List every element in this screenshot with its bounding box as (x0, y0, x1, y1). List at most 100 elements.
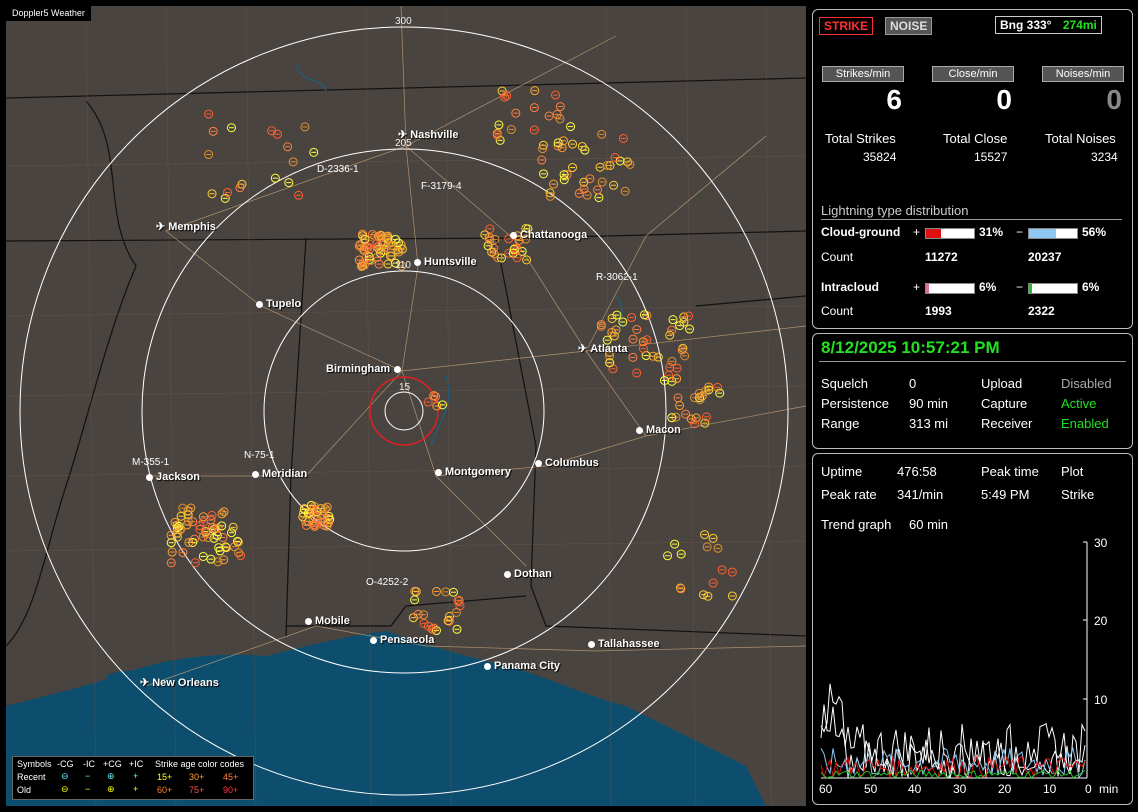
strike-marker (190, 558, 200, 568)
strike-marker (432, 401, 442, 411)
strike-marker (267, 126, 277, 136)
legend-old-label: Old (17, 785, 32, 795)
strike-marker (679, 312, 689, 322)
distribution-title: Lightning type distribution (821, 203, 1122, 220)
strike-marker (670, 539, 680, 549)
strike-marker (605, 347, 615, 357)
trend-series (820, 683, 1086, 780)
strike-marker (226, 528, 236, 538)
strike-marker (668, 315, 678, 325)
strike-marker (411, 587, 421, 597)
legend-header: +CG (103, 759, 122, 769)
strike-marker (579, 184, 589, 194)
strike-marker (618, 317, 628, 327)
strike-marker (622, 157, 632, 167)
strike-marker (166, 530, 176, 540)
cg-positive-fill (926, 229, 941, 238)
lightning-map[interactable]: Doppler5 Weather 300 205 110 15 ✈ Nashvil… (6, 6, 806, 806)
pos-cg-old-icon: ⊕ (107, 784, 115, 794)
age-old-1: 60+ (157, 785, 173, 795)
neg-cg-recent-icon: ⊖ (61, 771, 69, 781)
strike-marker (522, 255, 532, 265)
noise-button[interactable]: NOISE (885, 17, 933, 35)
city-chattanooga: Chattanooga (510, 229, 587, 241)
strike-marker (374, 259, 384, 269)
strike-marker (204, 150, 214, 160)
strike-marker (684, 311, 694, 321)
city-dot-icon (370, 636, 377, 644)
age-recent-1: 15+ (157, 772, 173, 782)
strike-marker (305, 508, 315, 518)
lake (106, 670, 156, 690)
cg-positive-bar (925, 228, 975, 239)
plus-sign: + (913, 225, 921, 239)
strike-marker (511, 108, 521, 118)
pos-ic-recent-icon: + (133, 771, 139, 781)
strike-marker (393, 245, 403, 255)
capture-label: Capture (981, 396, 1028, 411)
strike-marker (727, 567, 737, 577)
symbol-legend: Symbols -CG -IC +CG +IC Strike age color… (12, 756, 254, 800)
city-pensacola: Pensacola (370, 634, 434, 646)
ic-count-label: Count (821, 304, 854, 318)
strike-marker (715, 388, 725, 398)
strike-marker (424, 621, 434, 631)
plot-value[interactable]: Strike (1061, 487, 1095, 502)
legend-header: -CG (57, 759, 74, 769)
city-columbus: Columbus (535, 457, 599, 469)
strike-marker (538, 140, 548, 150)
strike-marker (219, 507, 229, 517)
strike-marker (429, 391, 439, 401)
close-per-min-value: 0 (996, 84, 1012, 115)
strike-marker (359, 260, 369, 270)
intracloud-label: Intracloud (821, 280, 880, 294)
y-tick: 10 (1094, 693, 1108, 707)
strike-marker (672, 363, 682, 373)
trend-graph-value: 60 min (909, 517, 949, 532)
strike-marker (490, 234, 500, 244)
neg-ic-old-icon: − (85, 784, 91, 794)
strike-marker (597, 129, 607, 139)
strike-marker (317, 513, 327, 523)
city-dot-icon (510, 231, 517, 239)
strike-marker (497, 86, 507, 96)
strike-marker (184, 537, 194, 547)
total-close-label: Total Close (943, 131, 1008, 146)
minus-sign: − (1016, 225, 1024, 239)
strike-marker (172, 523, 182, 533)
airport-icon: ✈ (156, 221, 166, 233)
city-dot-icon (146, 473, 153, 481)
strike-marker (394, 247, 404, 257)
strike-marker (568, 139, 578, 149)
app-title: Doppler5 Weather (6, 6, 91, 21)
station-label: O-4252-2 (366, 577, 409, 588)
strike-button[interactable]: STRIKE (819, 17, 874, 35)
strike-marker (431, 586, 441, 596)
age-recent-3: 45+ (223, 772, 239, 782)
city-macon: Macon (636, 424, 681, 436)
strike-marker (500, 92, 510, 102)
station-label: N-75-1 (244, 450, 275, 461)
strike-marker (504, 234, 514, 244)
strike-marker (717, 565, 727, 575)
strike-marker (448, 587, 458, 597)
strike-marker (176, 511, 186, 521)
city-dot-icon (504, 570, 511, 578)
strike-marker (700, 530, 710, 540)
strike-marker (364, 255, 374, 265)
strike-marker (691, 413, 701, 423)
strike-marker (359, 245, 369, 255)
strike-marker (667, 413, 677, 423)
airport-icon: ✈ (398, 129, 408, 141)
strike-marker (494, 120, 504, 130)
cg-count-label: Count (821, 250, 854, 264)
legend-recent-label: Recent (17, 772, 46, 782)
legend-header: +IC (129, 759, 144, 769)
strike-marker (529, 103, 539, 113)
city-tupelo: Tupelo (256, 298, 301, 310)
age-old-3: 90+ (223, 785, 239, 795)
cg-negative-fill (1029, 229, 1056, 238)
total-strikes-value: 35824 (863, 150, 897, 164)
strike-marker (551, 90, 561, 100)
strike-marker (618, 133, 628, 143)
